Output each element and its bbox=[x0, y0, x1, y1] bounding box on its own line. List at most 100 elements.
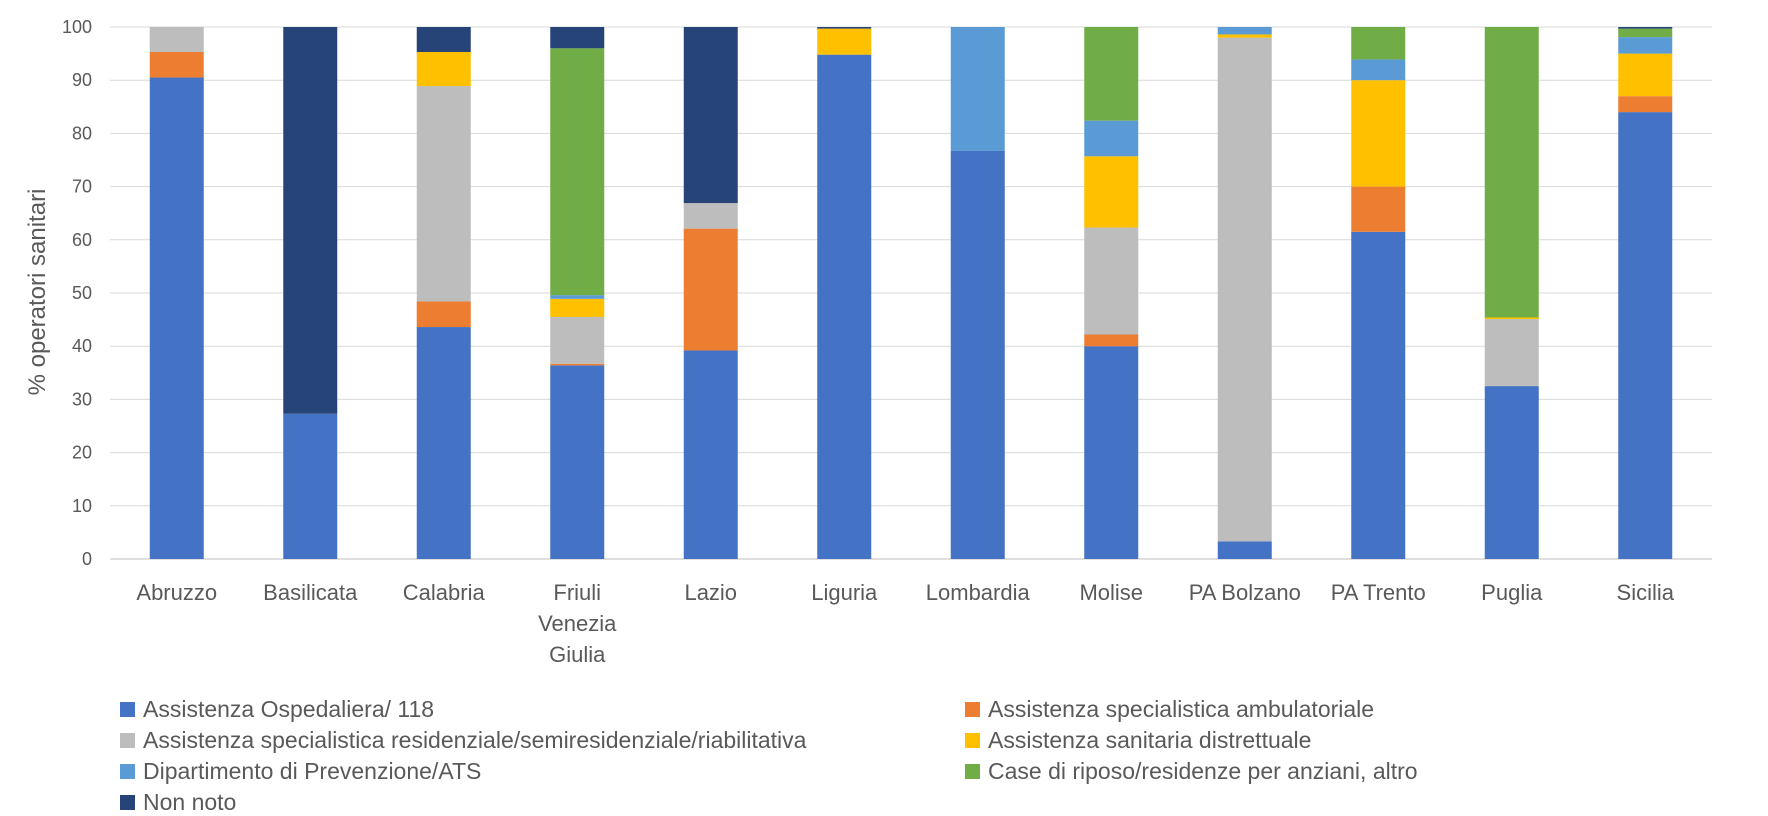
y-tick-label: 50 bbox=[72, 283, 92, 303]
bar-segment bbox=[416, 301, 471, 328]
legend-label: Dipartimento di Prevenzione/ATS bbox=[143, 758, 482, 784]
gridlines bbox=[110, 26, 1712, 560]
y-tick-label: 40 bbox=[72, 336, 92, 356]
bar-segment bbox=[416, 27, 471, 53]
bar-segment bbox=[817, 54, 872, 559]
x-tick-label: PA Bolzano bbox=[1189, 580, 1301, 605]
legend-item: Assistenza Ospedaliera/ 118 bbox=[120, 696, 434, 723]
x-tick-label: Lazio bbox=[684, 580, 737, 605]
stacked-bar-chart: 0 10 20 30 40 50 60 70 80 90 100 Abruzzo Basilicata C… bbox=[24, 17, 1712, 667]
legend-label: Assistenza sanitaria distrettuale bbox=[988, 727, 1312, 753]
x-tick-label: Puglia bbox=[1481, 580, 1543, 605]
bar-segment bbox=[1351, 231, 1406, 559]
bar-segment bbox=[1084, 346, 1139, 559]
x-tick-label: Sicilia bbox=[1617, 580, 1675, 605]
bar-segment bbox=[1351, 186, 1406, 232]
y-tick-label: 60 bbox=[72, 230, 92, 250]
legend-item: Assistenza sanitaria distrettuale bbox=[965, 727, 1311, 754]
bar-segment bbox=[1484, 386, 1539, 559]
bar-segment bbox=[1618, 37, 1673, 54]
bar-segment bbox=[1618, 27, 1673, 29]
bar-segment bbox=[1618, 112, 1673, 560]
bar-segment bbox=[950, 150, 1005, 559]
bar-segment bbox=[283, 413, 338, 559]
bar-segment bbox=[1618, 96, 1673, 113]
bar-segment bbox=[1484, 319, 1539, 387]
bar-segment bbox=[683, 228, 738, 351]
bar-segment bbox=[1217, 34, 1272, 38]
bar-segment bbox=[1618, 53, 1673, 97]
bar-segment bbox=[149, 77, 204, 559]
bar-segment bbox=[550, 27, 605, 49]
y-axis-label: % operatori sanitari bbox=[24, 189, 51, 396]
legend-swatch bbox=[120, 733, 135, 748]
bar-segment bbox=[1618, 28, 1673, 38]
bar-segment bbox=[817, 28, 872, 55]
bar-segment bbox=[1084, 334, 1139, 347]
bar-segment bbox=[149, 27, 204, 53]
bar-segment bbox=[550, 363, 605, 366]
bars bbox=[149, 27, 1673, 560]
x-tick-label: Molise bbox=[1079, 580, 1143, 605]
legend-item: Case di riposo/residenze per anziani, al… bbox=[965, 758, 1418, 785]
y-tick-label: 90 bbox=[72, 70, 92, 90]
bar-segment bbox=[683, 27, 738, 204]
bar-segment bbox=[1084, 120, 1139, 157]
y-tick-label: 30 bbox=[72, 389, 92, 409]
bar-segment bbox=[1217, 541, 1272, 559]
bar-segment bbox=[416, 52, 471, 87]
y-tick-label: 10 bbox=[72, 496, 92, 516]
legend-item: Dipartimento di Prevenzione/ATS bbox=[120, 758, 481, 785]
legend-item: Assistenza specialistica ambulatoriale bbox=[965, 696, 1374, 723]
legend-label: Case di riposo/residenze per anziani, al… bbox=[988, 758, 1418, 784]
bar-segment bbox=[149, 52, 204, 78]
y-tick-label: 100 bbox=[62, 17, 92, 37]
legend-swatch bbox=[965, 764, 980, 779]
bar-segment bbox=[683, 350, 738, 559]
bar-segment bbox=[950, 27, 1005, 151]
bar-segment bbox=[416, 327, 471, 559]
bar-segment bbox=[550, 316, 605, 364]
x-tick-label: Friuli Venezia Giulia bbox=[538, 580, 617, 667]
legend-swatch bbox=[120, 795, 135, 810]
y-tick-label: 0 bbox=[82, 549, 92, 569]
bar-segment bbox=[1084, 156, 1139, 228]
x-tick-label: Liguria bbox=[811, 580, 878, 605]
y-tick-label: 80 bbox=[72, 123, 92, 143]
bar-segment bbox=[683, 203, 738, 229]
x-tick-label: Abruzzo bbox=[136, 580, 217, 605]
legend-label: Assistenza Ospedaliera/ 118 bbox=[143, 696, 435, 722]
x-tick-label: Basilicata bbox=[263, 580, 358, 605]
bar-segment bbox=[283, 27, 338, 414]
bar-segment bbox=[1484, 317, 1539, 320]
legend-label: Assistenza specialistica ambulatoriale bbox=[988, 696, 1375, 722]
bar-segment bbox=[1351, 59, 1406, 81]
bar-segment bbox=[550, 298, 605, 317]
x-tick-label: Calabria bbox=[403, 580, 486, 605]
bar-segment bbox=[1084, 227, 1139, 335]
bar-segment bbox=[1217, 27, 1272, 35]
bar-segment bbox=[1351, 27, 1406, 60]
bar-segment bbox=[817, 27, 872, 29]
bar-segment bbox=[550, 48, 605, 296]
legend-swatch bbox=[965, 733, 980, 748]
legend-swatch bbox=[120, 764, 135, 779]
legend-swatch bbox=[120, 702, 135, 717]
bar-segment bbox=[1484, 27, 1539, 318]
legend-label: Assistenza specialistica residenziale/se… bbox=[143, 727, 807, 753]
legend-swatch bbox=[965, 702, 980, 717]
legend-label: Non noto bbox=[143, 789, 237, 815]
bar-segment bbox=[1084, 27, 1139, 121]
y-tick-label: 20 bbox=[72, 443, 92, 463]
legend-item: Assistenza specialistica residenziale/se… bbox=[120, 727, 806, 754]
bar-segment bbox=[1217, 37, 1272, 542]
legend-item: Non noto bbox=[120, 789, 236, 816]
bar-segment bbox=[416, 86, 471, 302]
x-tick-label: Lombardia bbox=[926, 580, 1031, 605]
y-tick-label: 70 bbox=[72, 177, 92, 197]
axes: 0 10 20 30 40 50 60 70 80 90 100 Abruzzo Basilicata C… bbox=[62, 17, 1675, 667]
bar-segment bbox=[550, 365, 605, 559]
bar-segment bbox=[550, 295, 605, 299]
bar-segment bbox=[1351, 80, 1406, 187]
